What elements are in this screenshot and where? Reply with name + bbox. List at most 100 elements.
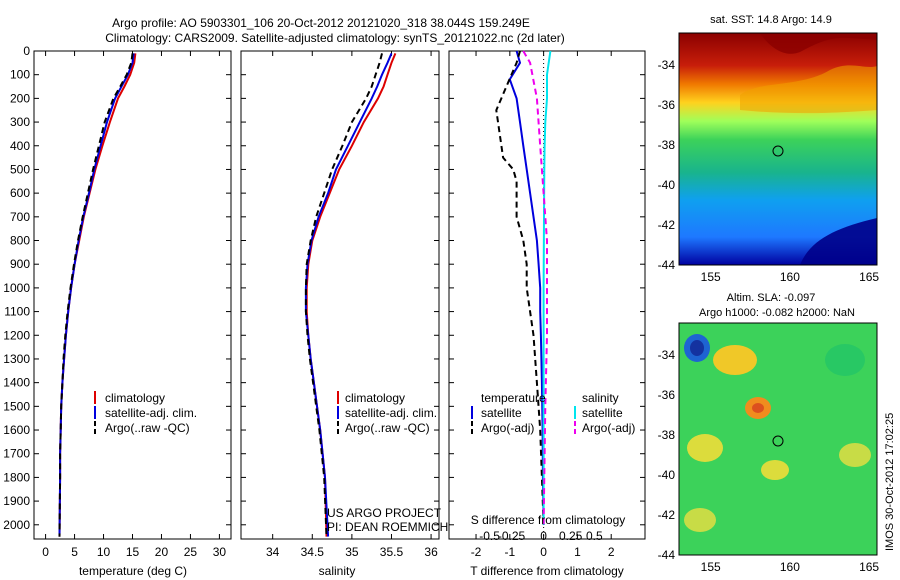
x-tick-label: 0 xyxy=(540,545,547,559)
legend-label-satellite: satellite-adj. clim. xyxy=(345,406,437,420)
sla-high-patch-5 xyxy=(839,443,871,467)
x-tick-label: 35 xyxy=(345,545,359,559)
temperature-legend: climatology satellite-adj. clim. Argo(..… xyxy=(94,391,197,435)
y-tick-label: 1700 xyxy=(3,447,30,461)
difference-plot-frame xyxy=(448,50,646,540)
map-y-tick-label: -38 xyxy=(658,428,676,442)
sla-high-patch-4 xyxy=(761,460,789,480)
x-tick-label: 20 xyxy=(155,545,169,559)
legend-label-argo: Argo(..raw -QC) xyxy=(105,421,190,435)
top-tick-label: -0.5 xyxy=(479,529,500,543)
credit-line1: US ARGO PROJECT xyxy=(327,506,442,520)
y-tick-label: 600 xyxy=(10,186,30,200)
map-x-tick-label: 165 xyxy=(859,560,879,574)
y-tick-label: 1300 xyxy=(3,352,30,366)
sst-map-title: sat. SST: 14.8 Argo: 14.9 xyxy=(710,14,832,26)
map-y-tick-label: -34 xyxy=(658,348,676,362)
series-line-satellite xyxy=(542,50,552,525)
sst-warm-patch xyxy=(679,33,877,54)
y-tick-label: 1000 xyxy=(3,281,30,295)
map-x-tick-label: 155 xyxy=(701,270,721,284)
credit-line2: PI: DEAN ROEMMICH xyxy=(327,520,448,534)
legend-title-salinity: salinity xyxy=(582,391,619,405)
temperature-xlabel: temperature (deg C) xyxy=(79,564,187,578)
sla-high-patch-6 xyxy=(684,508,716,532)
x-tick-label: 36 xyxy=(424,545,438,559)
y-tick-label: 2000 xyxy=(3,518,30,532)
difference-legend: temperature salinity satellite Argo(-adj… xyxy=(471,391,635,435)
map-y-tick-label: -36 xyxy=(658,388,676,402)
y-tick-label: 300 xyxy=(10,115,30,129)
map-x-tick-label: 160 xyxy=(780,270,800,284)
map-y-tick-label: -40 xyxy=(658,468,676,482)
legend-label-temp-argo: Argo(-adj) xyxy=(481,421,534,435)
x-tick-label: -1 xyxy=(504,545,515,559)
x-tick-label: 1 xyxy=(574,545,581,559)
sst-cool-patch xyxy=(800,218,877,265)
timestamp-stamp: IMOS 30-Oct-2012 17:02:25 xyxy=(884,413,896,551)
y-tick-label: 200 xyxy=(10,91,30,105)
y-tick-label: 900 xyxy=(10,257,30,271)
map-y-tick-label: -38 xyxy=(658,138,676,152)
salinity-plot-frame xyxy=(240,50,440,540)
sla-low-patch-2 xyxy=(825,344,865,376)
x-tick-label: 25 xyxy=(184,545,198,559)
series-line-argo-adj- xyxy=(495,50,545,525)
map-y-tick-label: -44 xyxy=(658,548,676,562)
series-line-climatology xyxy=(305,53,397,537)
x-tick-label: 10 xyxy=(97,545,111,559)
map-y-tick-label: -42 xyxy=(658,508,676,522)
x-tick-label: 2 xyxy=(608,545,615,559)
top-tick-label: 0.5 xyxy=(586,529,603,543)
x-tick-label: -2 xyxy=(471,545,482,559)
sst-map: sat. SST: 14.8 Argo: 14.9 xyxy=(678,14,878,266)
y-tick-label: 500 xyxy=(10,162,30,176)
map-y-tick-label: -40 xyxy=(658,178,676,192)
x-tick-label: 34 xyxy=(266,545,280,559)
legend-label-climatology: climatology xyxy=(105,391,165,405)
x-tick-label: 15 xyxy=(126,545,140,559)
series-line-satellite xyxy=(508,50,545,525)
sla-map-frame xyxy=(678,322,878,556)
y-tick-label: 800 xyxy=(10,234,30,248)
sla-map-title: Altim. SLA: -0.097 xyxy=(727,292,816,304)
top-tick-label: 0.25 xyxy=(559,529,583,543)
chart-title-line2: Climatology: CARS2009. Satellite-adjuste… xyxy=(105,31,565,45)
legend-title-temperature: temperature xyxy=(481,391,546,405)
salinity-legend: climatology satellite-adj. clim. Argo(..… xyxy=(337,391,437,435)
map-x-tick-label: 155 xyxy=(701,560,721,574)
legend-label-climatology: climatology xyxy=(345,391,405,405)
map-x-tick-label: 160 xyxy=(780,560,800,574)
legend-label-argo: Argo(..raw -QC) xyxy=(345,421,430,435)
map-y-tick-label: -36 xyxy=(658,98,676,112)
x-tick-label: 35.5 xyxy=(380,545,404,559)
series-layer xyxy=(58,50,552,537)
y-tick-label: 1600 xyxy=(3,423,30,437)
sla-map-subtitle: Argo h1000: -0.082 h2000: NaN xyxy=(699,307,855,319)
y-tick-label: 1100 xyxy=(4,305,30,319)
axes-layer: 0100200300400500600700800900100011001200… xyxy=(3,44,879,574)
y-tick-label: 1200 xyxy=(3,328,30,342)
salinity-xlabel: salinity xyxy=(319,564,356,578)
chart-title-line1: Argo profile: AO 5903301_106 20-Oct-2012… xyxy=(112,16,530,30)
sla-argo-marker xyxy=(772,435,784,447)
legend-label-satellite: satellite-adj. clim. xyxy=(105,406,197,420)
legend-label-sal-argo: Argo(-adj) xyxy=(582,421,635,435)
map-y-tick-label: -42 xyxy=(658,218,676,232)
sla-high-core xyxy=(752,403,764,413)
series-line-satellite-adj-clim- xyxy=(304,53,393,537)
x-tick-label: 30 xyxy=(213,545,227,559)
series-line-argo-adj- xyxy=(522,50,548,525)
y-tick-label: 1800 xyxy=(3,470,30,484)
map-x-tick-label: 165 xyxy=(859,270,879,284)
top-tick-label: -0.25 xyxy=(498,529,526,543)
legend-label-sal-satellite: satellite xyxy=(582,406,623,420)
y-tick-label: 700 xyxy=(10,210,30,224)
sla-low-core xyxy=(690,340,704,356)
map-y-tick-label: -44 xyxy=(658,258,676,272)
legend-label-temp-satellite: satellite xyxy=(481,406,522,420)
y-tick-label: 1900 xyxy=(3,494,30,508)
series-line-argo-raw-qc- xyxy=(58,53,134,537)
sla-high-patch-3 xyxy=(687,434,723,462)
